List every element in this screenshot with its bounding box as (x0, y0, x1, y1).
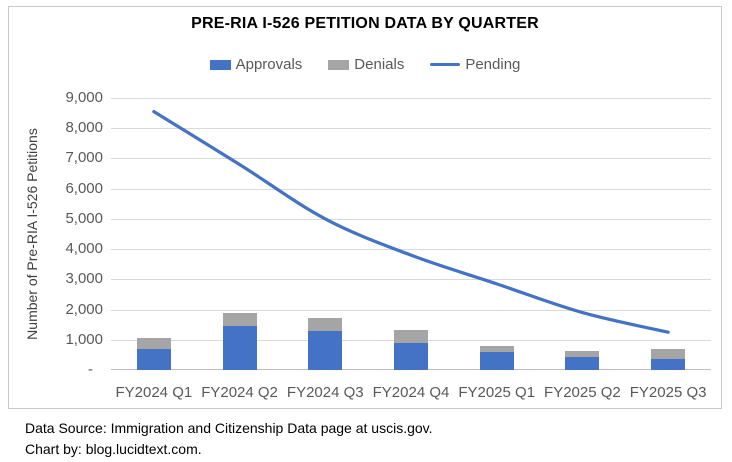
y-tick-label: 5,000 (65, 209, 103, 227)
approvals-bar (565, 356, 600, 370)
legend-item-denials: Denials (328, 56, 404, 73)
gridline (111, 98, 711, 99)
y-tick-label: 1,000 (65, 330, 103, 348)
y-tick-label: 6,000 (65, 179, 103, 197)
gridline (111, 249, 711, 251)
approvals-bar (394, 343, 428, 370)
pending-line-swatch-icon (430, 63, 461, 66)
approvals-bar (479, 351, 514, 370)
chart-title: PRE-RIA I-526 PETITION DATA BY QUARTER (191, 15, 539, 32)
denials-bar (479, 345, 514, 352)
data-source-note: Data Source: Immigration and Citizenship… (25, 420, 433, 436)
y-tick-label: 4,000 (65, 240, 103, 258)
gridline (111, 128, 711, 130)
denials-bar (222, 313, 257, 327)
x-axis-labels: FY2024 Q1 FY2024 Q2 FY2024 Q3 FY2024 Q4 FY20… (111, 384, 711, 402)
x-category-label: FY2024 Q4 (372, 384, 450, 401)
y-tick-label: - (88, 361, 93, 378)
x-category-label: FY2025 Q1 (458, 384, 536, 401)
approvals-bar (651, 358, 686, 370)
legend-label-denials: Denials (354, 56, 405, 73)
legend-item-pending: Pending (430, 56, 520, 73)
gridline (111, 188, 711, 190)
denials-bar (394, 329, 428, 344)
approvals-bar (308, 331, 343, 370)
x-category-label: FY2024 Q3 (286, 384, 364, 401)
x-category-label: FY2024 Q2 (201, 384, 278, 401)
gridline (111, 309, 711, 311)
y-tick-label: 3,000 (65, 270, 103, 288)
y-tick-label: 2,000 (65, 300, 103, 318)
denials-bar (651, 348, 686, 359)
plot-area (111, 98, 711, 370)
denials-swatch-icon (328, 59, 350, 70)
x-category-label: FY2025 Q2 (544, 384, 621, 401)
y-axis-ticks: - 1,000 2,000 3,000 4,000 5,000 6,000 7,000 8,00… (39, 90, 103, 378)
denials-bar (136, 337, 171, 349)
chart-container: PRE-RIA I-526 PETITION DATA BY QUARTER A… (8, 6, 722, 409)
y-tick-label: 8,000 (65, 119, 103, 137)
approvals-swatch-icon (209, 59, 231, 70)
legend-label-approvals: Approvals (235, 56, 303, 73)
denials-bar (308, 317, 343, 332)
x-category-label: FY2024 Q1 (115, 384, 193, 401)
denials-bar (565, 350, 600, 357)
y-tick-label: 7,000 (65, 149, 103, 167)
x-category-label: FY2025 Q3 (629, 384, 707, 401)
approvals-bar (222, 326, 257, 370)
chart-legend: Approvals Denials Pending (9, 56, 721, 73)
gridline (111, 218, 711, 220)
legend-item-approvals: Approvals (209, 56, 303, 73)
gridline (111, 279, 711, 281)
legend-label-pending: Pending (465, 56, 521, 73)
approvals-bar (136, 348, 171, 370)
gridline (111, 158, 711, 160)
chart-credit-note: Chart by: blog.lucidtext.com. (25, 441, 202, 457)
y-tick-label: 9,000 (65, 89, 103, 106)
